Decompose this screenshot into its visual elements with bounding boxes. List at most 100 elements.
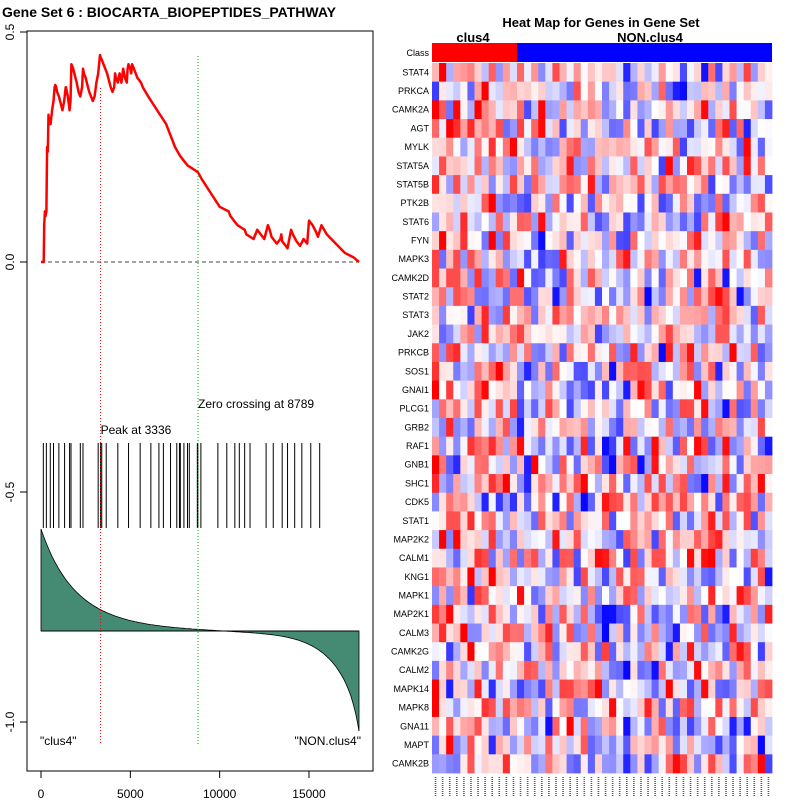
heatmap-cell	[524, 754, 532, 774]
heatmap-cell	[679, 548, 688, 568]
heatmap-cell	[474, 137, 482, 157]
heatmap-cell	[658, 604, 667, 624]
gene-label: KNG1	[404, 572, 429, 582]
heatmap-cell	[559, 268, 567, 288]
heatmap-cell	[602, 511, 610, 531]
heatmap-cell	[538, 343, 546, 363]
heatmap-cell	[481, 399, 490, 419]
y-tick-label: -1.0	[3, 711, 17, 732]
heatmap-cell	[651, 623, 660, 643]
heatmap-cell	[623, 119, 631, 139]
heatmap-cell	[701, 698, 709, 718]
heatmap-cell	[559, 81, 567, 101]
heatmap-cell	[453, 716, 461, 737]
heatmap-cell	[580, 698, 589, 718]
heatmap-cell	[453, 530, 461, 550]
heatmap-cell	[764, 324, 773, 344]
heatmap-cell	[708, 455, 716, 475]
heatmap-cell	[481, 137, 490, 157]
heatmap-cell	[644, 175, 652, 195]
heatmap-cell	[566, 455, 575, 475]
heatmap-cell	[665, 698, 674, 718]
heatmap-cell	[481, 361, 490, 382]
heatmap-cell	[616, 716, 624, 737]
heatmap-cell	[580, 305, 589, 325]
group-label-clus4: clus4	[456, 30, 490, 45]
heatmap-cell	[467, 63, 475, 83]
heatmap-cell	[509, 287, 518, 307]
heatmap-cell	[573, 436, 582, 456]
heatmap-cell	[609, 399, 617, 419]
heatmap-cell	[474, 343, 482, 363]
heatmap-cell	[474, 175, 482, 195]
heatmap-cell	[743, 81, 752, 101]
heatmap-cell	[736, 642, 745, 662]
heatmap-cell	[609, 698, 617, 718]
heatmap-cell	[687, 175, 695, 195]
heatmap-cell	[517, 660, 525, 680]
heatmap-cell	[672, 623, 681, 643]
heatmap-cell	[708, 268, 716, 288]
heatmap-cell	[736, 193, 745, 213]
heatmap-cell	[538, 642, 546, 662]
heatmap-cell	[609, 156, 617, 176]
heatmap-cell	[524, 548, 532, 568]
heatmap-cell	[715, 716, 723, 737]
heatmap-cell	[545, 380, 553, 400]
heatmap-cell	[708, 63, 716, 83]
heatmap-cell	[517, 324, 525, 344]
gene-label: AGT	[410, 123, 429, 133]
heatmap-cell	[679, 287, 688, 307]
heatmap-cell	[552, 193, 560, 213]
heatmap-cell	[580, 268, 589, 288]
heatmap-cell	[488, 156, 497, 176]
heatmap-cell	[538, 567, 546, 587]
heatmap-cell	[616, 63, 624, 83]
heatmap-cell	[651, 249, 660, 269]
heatmap-cell	[474, 399, 482, 419]
heatmap-cell	[594, 156, 603, 176]
heatmap-cell	[736, 455, 745, 475]
heatmap-cell	[637, 249, 645, 269]
heatmap-cell	[580, 100, 589, 120]
heatmap-cell	[701, 361, 709, 382]
heatmap-cell	[630, 193, 638, 213]
heatmap-cell	[722, 418, 730, 438]
heatmap-cell	[694, 735, 702, 755]
heatmap-cell	[644, 698, 652, 718]
heatmap-cell	[687, 530, 695, 550]
peak-annotation: Peak at 3336	[101, 423, 172, 437]
heatmap-cell	[594, 343, 603, 363]
heatmap-cell	[495, 361, 504, 382]
heatmap-cell	[602, 100, 610, 120]
heatmap-cell	[658, 137, 667, 157]
heatmap-cell	[616, 361, 624, 382]
heatmap-cell	[538, 287, 546, 307]
heatmap-cell	[764, 623, 773, 643]
heatmap-cell	[446, 193, 454, 213]
heatmap-cell	[609, 642, 617, 662]
heatmap-cell	[729, 754, 737, 774]
heatmap-cell	[687, 100, 695, 120]
heatmap-cell	[559, 530, 567, 550]
heatmap-cell	[757, 63, 766, 83]
class-color-bar	[432, 43, 772, 62]
heatmap-cell	[587, 716, 596, 737]
heatmap-cell	[559, 455, 567, 475]
heatmap-cell	[559, 231, 567, 251]
heatmap-cell	[722, 137, 730, 157]
heatmap-cell	[594, 586, 603, 606]
class-bar-segment	[517, 43, 772, 62]
x-tick-label: 0	[38, 787, 45, 800]
heatmap-cell	[658, 212, 667, 232]
heatmap-cell	[694, 287, 702, 307]
heatmap-cell	[573, 305, 582, 325]
heatmap-cell	[587, 287, 596, 307]
heatmap-cell	[679, 119, 688, 139]
heatmap-cell	[559, 212, 567, 232]
heatmap-cell	[460, 418, 468, 438]
heatmap-cell	[715, 156, 723, 176]
heatmap-cell	[538, 324, 546, 344]
heatmap-cell	[616, 567, 624, 587]
heatmap-cell	[743, 642, 752, 662]
